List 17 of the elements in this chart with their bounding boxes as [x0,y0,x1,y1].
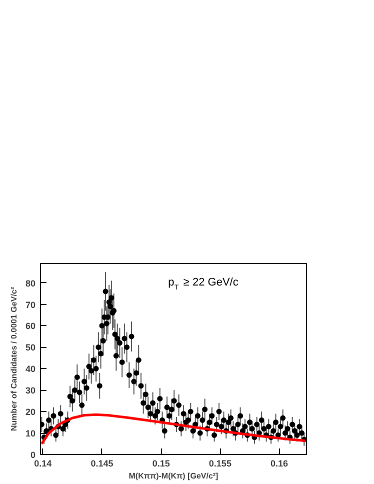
y-tick-label: 0 [30,450,36,460]
y-tick-label: 40 [25,364,36,374]
y-tick-label: 20 [25,407,36,418]
y-axis-title: Number of Candidates / 0.0001 GeV/c² [9,286,18,432]
y-tick-label: 10 [25,428,36,439]
x-tick-label: 0.155 [208,458,232,468]
y-tick-label: 50 [25,342,36,353]
x-axis-title: M(Kππ)-M(Kπ) [GeV/c²] [128,472,219,480]
line-series [40,413,306,446]
y-tick-label: 70 [25,300,36,310]
x-tick-label: 0.14 [34,458,52,468]
x-tick-label: 0.145 [90,458,114,468]
x-tick-label: 0.15 [152,458,170,468]
y-tick-label: 30 [25,386,36,396]
x-tick-label: 0.16 [270,458,288,468]
y-tick-label: 80 [25,278,36,288]
y-tick-label: 60 [25,321,36,332]
